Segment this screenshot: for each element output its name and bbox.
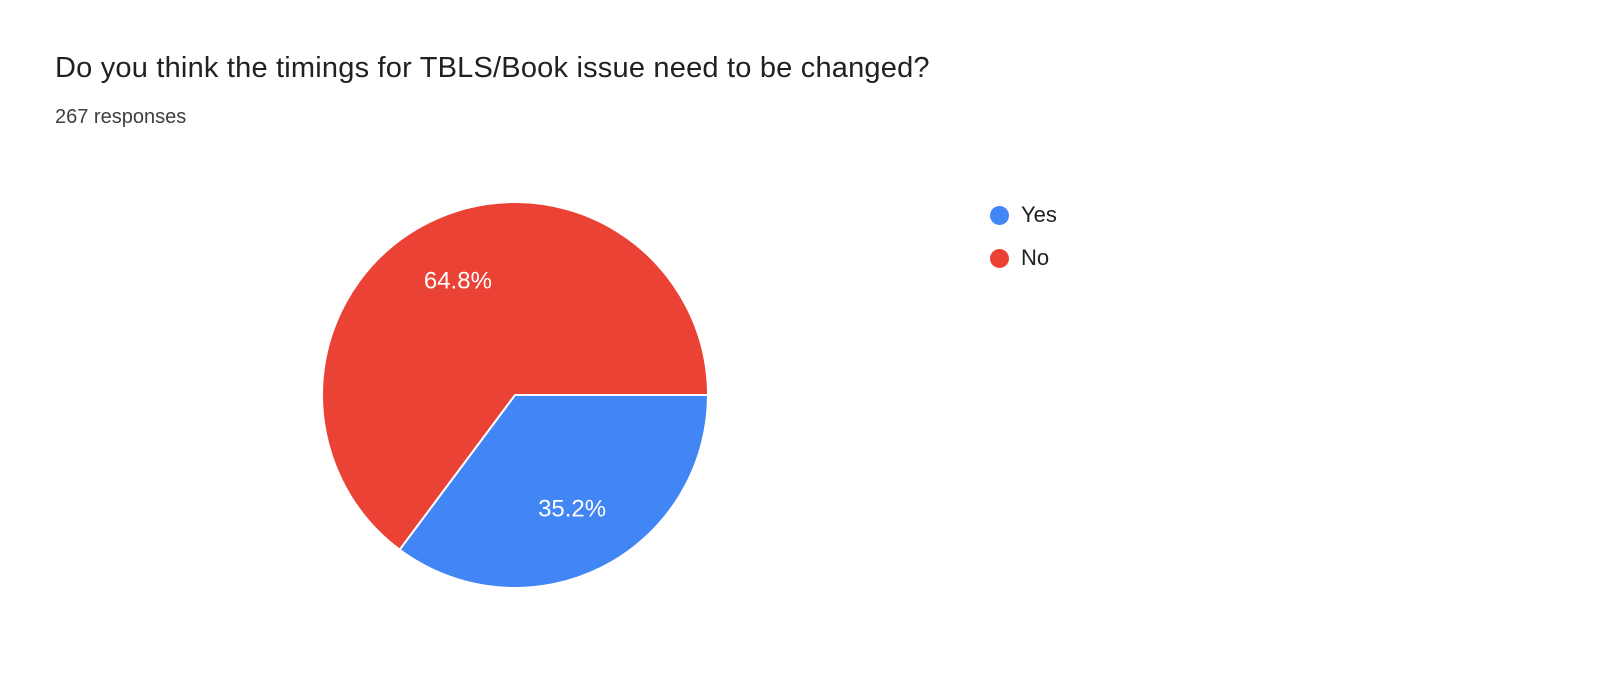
responses-count: 267 responses — [55, 106, 187, 128]
legend-item-yes: Yes — [990, 202, 1057, 228]
legend-item-no: No — [990, 245, 1057, 271]
legend-color-dot-yes — [990, 205, 1009, 225]
chart-legend: Yes No — [990, 202, 1057, 271]
pie-slice-label-no: 64.8% — [424, 268, 492, 295]
pie-slice-no[interactable] — [321, 201, 709, 551]
question-title: Do you think the timings for TBLS/Book i… — [55, 52, 930, 84]
legend-label-no: No — [1021, 245, 1050, 270]
pie-chart: 35.2% 64.8% — [321, 201, 709, 589]
legend-color-dot-no — [990, 248, 1009, 268]
pie-slice-yes[interactable] — [398, 394, 709, 589]
legend-label-yes: Yes — [1021, 202, 1057, 227]
pie-slice-label-yes: 35.2% — [538, 495, 606, 522]
